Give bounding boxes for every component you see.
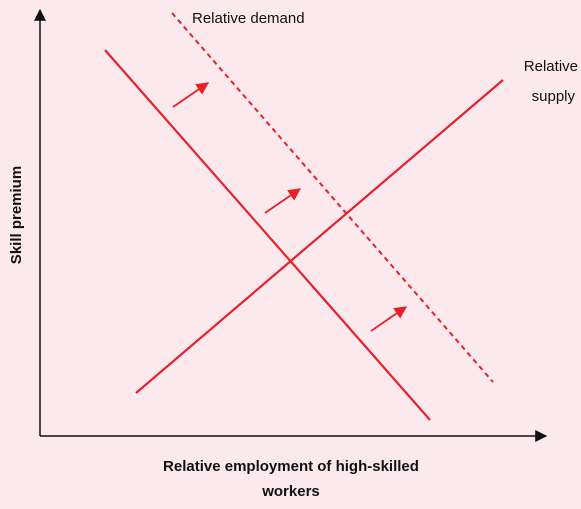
- supply-line: [135, 79, 504, 394]
- demand-label: Relative demand: [192, 10, 305, 27]
- shift-arrow: [172, 82, 210, 108]
- x-axis-label: workers: [261, 483, 320, 500]
- x-axis-label: Relative employment of high-skilled: [163, 458, 419, 475]
- supply-label: supply: [532, 88, 576, 105]
- shifted-demand-line: [171, 12, 494, 383]
- shift-arrow: [264, 188, 302, 214]
- supply-label: Relative: [524, 58, 578, 75]
- demand-line: [104, 49, 431, 421]
- y-axis-label: Skill premium: [8, 166, 25, 264]
- shift-arrow: [370, 306, 408, 332]
